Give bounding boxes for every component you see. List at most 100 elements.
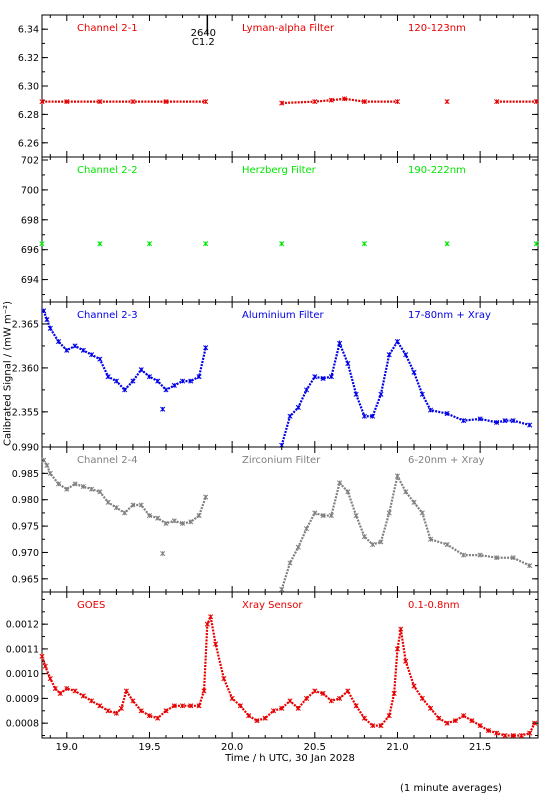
panel-frame (41, 301, 539, 448)
data-point (203, 494, 209, 500)
data-point (203, 241, 209, 247)
panel-frame (41, 156, 539, 303)
y-tick-label: 0.0008 (6, 719, 39, 730)
data-point (370, 413, 376, 419)
data-point (436, 715, 442, 721)
data-point (188, 703, 194, 709)
panel-filter-label: Aluminium Filter (242, 310, 325, 321)
data-point (39, 653, 45, 659)
data-point (378, 723, 384, 729)
data-point (427, 536, 434, 542)
data-point (403, 352, 409, 358)
data-point (123, 688, 129, 694)
data-point (312, 510, 318, 516)
data-point (527, 422, 533, 428)
data-point (477, 552, 483, 558)
data-point (55, 338, 62, 345)
data-point (353, 512, 359, 519)
data-point (527, 563, 533, 569)
data-point (138, 708, 144, 714)
data-point (39, 99, 45, 105)
data-point (89, 352, 95, 358)
data-point (55, 481, 62, 487)
data-point (337, 480, 343, 486)
data-point (494, 419, 500, 425)
y-tick-label: 6.32 (18, 53, 39, 64)
data-point (130, 502, 136, 508)
data-point (320, 375, 326, 382)
data-point (105, 708, 111, 714)
y-tick-label: 6.30 (18, 82, 39, 93)
data-point (179, 703, 186, 709)
data-point (419, 695, 425, 701)
data-point (527, 730, 533, 736)
data-point (345, 688, 351, 694)
panel-filter-label: Lyman-alpha Filter (242, 23, 335, 34)
flare-marker-label-2: C1.2 (192, 37, 215, 48)
data-point (411, 499, 417, 505)
data-point (287, 698, 293, 704)
data-point (494, 99, 500, 105)
data-point (510, 418, 516, 424)
data-point (419, 510, 425, 516)
data-point (64, 347, 70, 353)
data-point (295, 404, 301, 411)
data-point (97, 356, 103, 362)
data-point (312, 374, 318, 380)
y-tick-label: 702 (21, 155, 39, 166)
data-point (477, 416, 483, 422)
data-point (287, 413, 293, 419)
data-point (160, 406, 166, 412)
data-point (361, 715, 367, 721)
data-point (89, 486, 95, 492)
y-tick-label: 700 (21, 185, 39, 196)
data-point (279, 586, 285, 592)
data-point (213, 641, 219, 647)
data-point (320, 690, 326, 697)
data-point (533, 99, 539, 105)
data-point (163, 99, 169, 105)
data-point (386, 713, 392, 719)
data-point (386, 352, 392, 358)
y-tick-label: 6.28 (18, 110, 39, 121)
y-tick-label: 696 (21, 245, 39, 256)
panel-channel-label: Channel 2-4 (77, 455, 138, 466)
data-point (461, 552, 467, 558)
footnote: (1 minute averages) (400, 783, 502, 794)
panel-channel-label: Channel 2-2 (77, 165, 138, 176)
y-tick-label: 6.26 (18, 138, 39, 149)
data-point (303, 526, 310, 532)
data-point (122, 510, 128, 516)
series-line (42, 459, 531, 590)
y-tick-label: 698 (21, 215, 39, 226)
data-point (52, 685, 58, 692)
x-tick-label: 20.5 (304, 742, 326, 753)
data-point (113, 710, 119, 716)
data-point (502, 418, 508, 424)
data-point (130, 698, 136, 704)
data-point (47, 676, 53, 682)
panel-frame (41, 14, 539, 158)
data-point (345, 489, 351, 495)
data-point (287, 560, 293, 566)
data-point (353, 391, 359, 397)
data-point (72, 688, 78, 694)
data-point (494, 555, 500, 561)
data-point (118, 705, 124, 711)
data-point (196, 703, 202, 709)
data-point (386, 510, 392, 516)
data-point (171, 518, 177, 524)
data-point (361, 99, 367, 105)
data-point (427, 705, 434, 711)
data-point (411, 369, 417, 375)
data-point (229, 695, 235, 701)
data-point (188, 519, 194, 525)
x-axis-label: Time / h UTC, 30 Jan 2028 (225, 753, 355, 764)
data-point (246, 713, 252, 719)
data-point (398, 626, 404, 632)
panel-band-label: 6-20nm + Xray (408, 455, 485, 466)
data-point (469, 718, 475, 724)
data-point (295, 544, 301, 550)
data-point (221, 676, 227, 682)
